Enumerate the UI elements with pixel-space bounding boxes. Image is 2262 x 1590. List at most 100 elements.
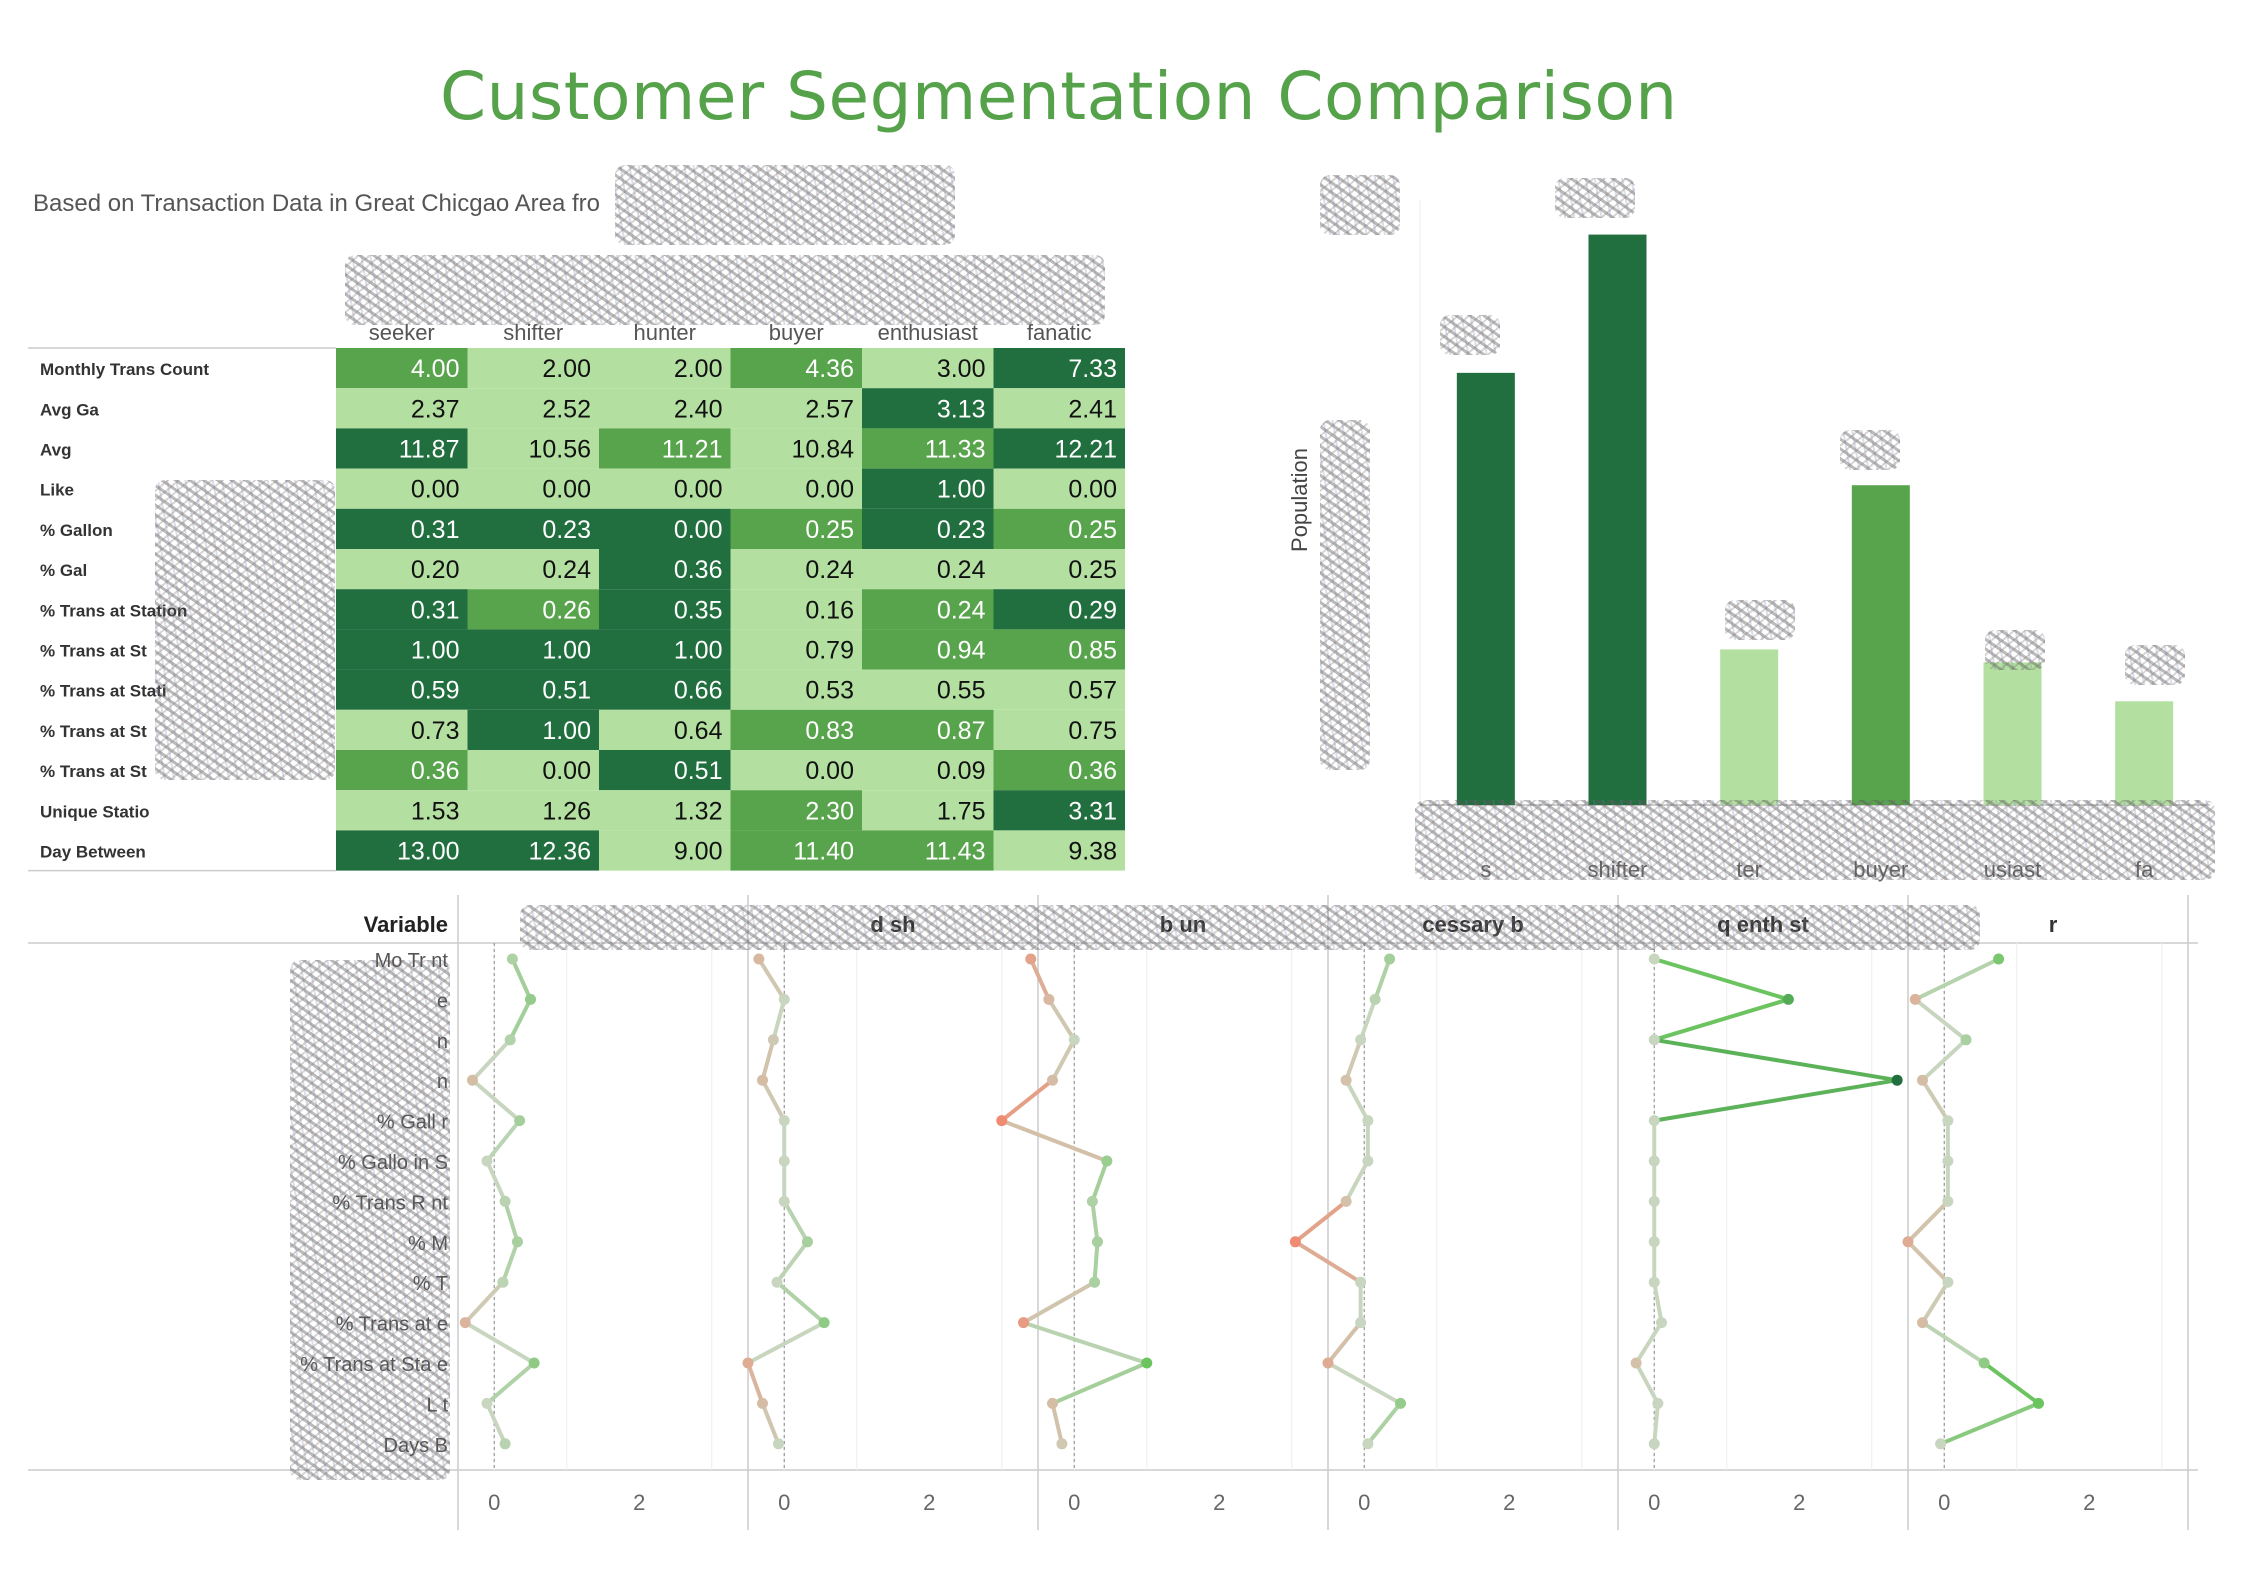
heatmap-row-label: Like <box>40 481 74 500</box>
heatmap-row-label: Avg Ga <box>40 400 99 419</box>
profile-point <box>753 953 765 965</box>
profile-point <box>801 1236 813 1248</box>
profile-line-segment <box>760 1401 781 1446</box>
bar-category-label: s <box>1480 857 1491 882</box>
heatmap-cell-value: 2.57 <box>805 395 854 423</box>
profile-line-segment <box>1090 1199 1100 1244</box>
heatmap-cell <box>467 549 599 590</box>
profile-point <box>1656 1317 1667 1329</box>
heatmap-cell <box>993 589 1125 630</box>
heatmap-cell <box>467 709 599 750</box>
heatmap-cell <box>599 709 731 750</box>
profile-point <box>1340 1195 1352 1207</box>
heatmap-cell-value: 0.75 <box>1068 717 1117 745</box>
profile-point <box>1043 993 1055 1005</box>
variable-profile-chart: VariableMo Tr ntenn% Gall r% Gallo in S%… <box>28 895 2198 1530</box>
profile-line-segment <box>1373 957 1392 1002</box>
heatmap-cell <box>993 549 1125 590</box>
profile-x-tick-label: 0 <box>778 1490 790 1515</box>
heatmap-cell <box>730 589 862 630</box>
heatmap-cell-value: 1.00 <box>674 637 723 665</box>
profile-point <box>1086 1195 1098 1207</box>
heatmap-cell-value: 0.51 <box>674 757 723 785</box>
profile-point <box>1648 1195 1660 1207</box>
heatmap-cell-value: 10.84 <box>791 436 854 464</box>
heatmap-cell <box>862 790 994 831</box>
profile-line-segment <box>1920 1037 1968 1083</box>
heatmap-cell-value: 0.23 <box>937 516 986 544</box>
page-title: Customer Segmentation Comparison <box>440 58 1678 135</box>
profile-line-segment <box>510 957 533 1002</box>
profile-point <box>1782 993 1794 1005</box>
heatmap-cell <box>993 428 1125 469</box>
heatmap-cell-value: 9.00 <box>674 838 723 866</box>
profile-line-segment <box>503 1199 520 1244</box>
heatmap-cell-value: 0.00 <box>1068 476 1117 504</box>
profile-point <box>499 1195 511 1207</box>
profile-line-segment <box>1652 997 1791 1042</box>
heatmap-cell <box>467 589 599 630</box>
profile-line-segment <box>1652 1037 1900 1083</box>
profile-point <box>1362 1155 1374 1167</box>
heatmap-cell-value: 0.87 <box>937 717 986 745</box>
heatmap-column-header: shifter <box>503 320 563 345</box>
profile-point <box>1891 1074 1903 1086</box>
profile-panel-header: d sh <box>870 912 915 937</box>
profile-point <box>1089 1276 1101 1288</box>
profile-row-label: % M <box>408 1233 448 1255</box>
heatmap-cell-value: 0.00 <box>542 476 591 504</box>
profile-line-segment <box>1050 1401 1064 1446</box>
heatmap-cell <box>730 790 862 831</box>
profile-point <box>1942 1115 1954 1127</box>
heatmap-cell-value: 12.21 <box>1054 436 1117 464</box>
profile-point <box>757 1074 768 1086</box>
redaction-mark <box>1840 430 1900 470</box>
redaction-mark <box>1320 175 1400 235</box>
profile-x-tick-label: 2 <box>1793 1490 1805 1515</box>
profile-point <box>1648 1155 1660 1167</box>
profile-x-tick-label: 2 <box>923 1490 935 1515</box>
redaction-mark <box>615 165 955 245</box>
heatmap-cell-value: 2.00 <box>674 355 723 383</box>
bar-category-label: usiast <box>1984 857 2041 882</box>
heatmap-cell <box>862 750 994 791</box>
heatmap-row-label: Unique Statio <box>40 802 150 821</box>
heatmap-cell-value: 0.00 <box>674 516 723 544</box>
profile-point <box>1648 1115 1660 1127</box>
heatmap-cell <box>467 348 599 389</box>
profile-point <box>1630 1357 1642 1369</box>
profile-line-segment <box>746 1361 765 1406</box>
bar-category-label: buyer <box>1853 857 1908 882</box>
heatmap-cell-value: 0.64 <box>674 717 723 745</box>
heatmap-row-label: % Trans at Stati <box>40 682 167 701</box>
profile-line-segment <box>1634 1361 1660 1406</box>
profile-point <box>528 1357 540 1369</box>
profile-line-segment <box>782 1199 810 1244</box>
heatmap-row-label: % Trans at St <box>40 642 147 661</box>
profile-point <box>1322 1357 1334 1369</box>
profile-line-segment <box>746 1320 827 1365</box>
heatmap-row-label: % Gallon <box>40 521 113 540</box>
heatmap-cell-value: 0.24 <box>805 556 854 584</box>
heatmap-cell <box>336 589 468 630</box>
heatmap-cell-value: 0.25 <box>805 516 854 544</box>
profile-point <box>1648 1438 1660 1450</box>
profile-point <box>1909 993 1921 1005</box>
profile-panel-header: b un <box>1160 912 1206 937</box>
profile-line-segment <box>1326 1361 1403 1406</box>
redaction-mark <box>155 480 335 780</box>
heatmap-row-label: Avg <box>40 441 72 460</box>
heatmap-cell-value: 0.36 <box>674 556 723 584</box>
heatmap-cell <box>599 629 731 670</box>
profile-line-segment <box>756 957 787 1002</box>
heatmap-cell <box>599 348 731 389</box>
profile-row-label: % Gall r <box>377 1112 448 1134</box>
heatmap-cell-value: 2.40 <box>674 395 723 423</box>
heatmap-cell <box>993 709 1125 750</box>
profile-panel-header: cessary b <box>1422 912 1524 937</box>
heatmap-cell <box>336 348 468 389</box>
profile-point <box>1362 1438 1374 1450</box>
heatmap-column-header: enthusiast <box>878 320 978 345</box>
heatmap-cell-value: 10.56 <box>528 436 591 464</box>
heatmap-cell-value: 1.00 <box>411 637 460 665</box>
